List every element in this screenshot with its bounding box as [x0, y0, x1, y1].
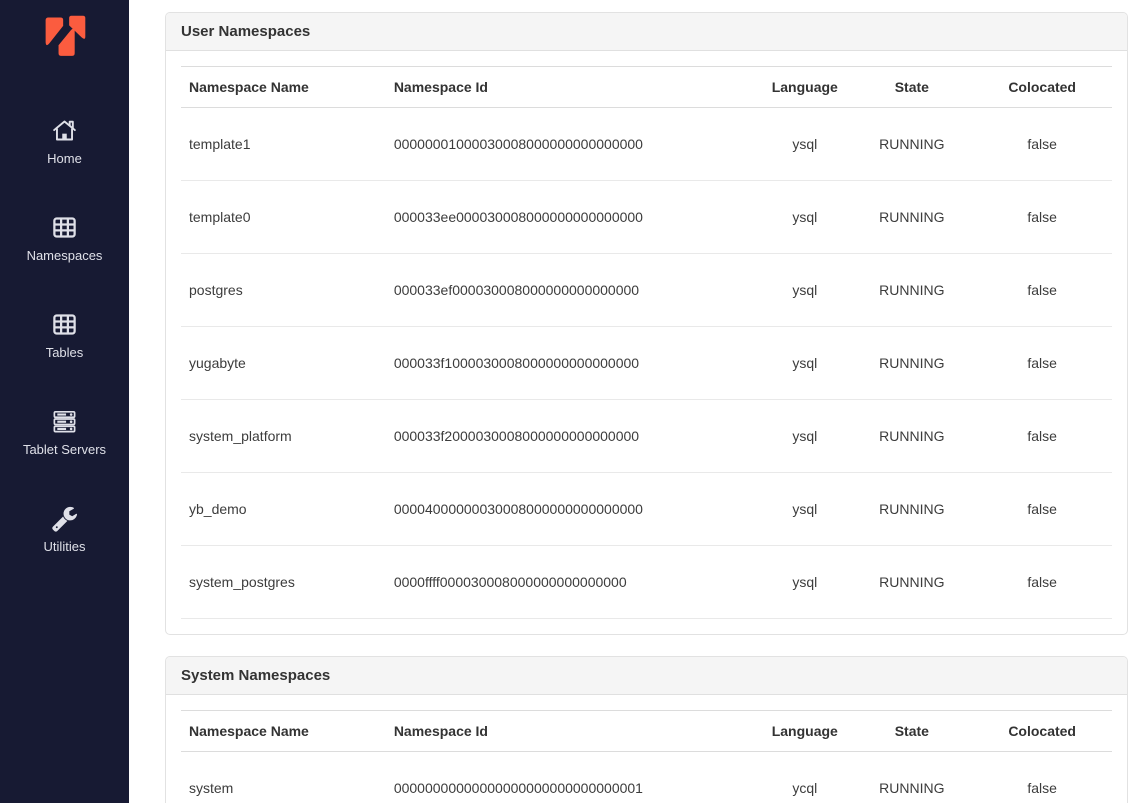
cell-namespace-name: system_postgres	[181, 545, 386, 619]
cell-colocated: false	[972, 180, 1112, 254]
table-row: system_postgres 0000ffff0000300080000000…	[181, 545, 1112, 619]
sidebar-item-tablet-servers[interactable]: Tablet Servers	[23, 408, 106, 457]
user-namespaces-body: Namespace Name Namespace Id Language Sta…	[166, 51, 1127, 634]
cell-language: ysql	[758, 326, 852, 400]
column-header-namespace-id: Namespace Id	[385, 66, 759, 108]
system-namespaces-table: Namespace Name Namespace Id Language Sta…	[181, 710, 1112, 803]
sidebar-item-home[interactable]: Home	[47, 117, 82, 166]
cell-namespace-id: 00000001000030008000000000000000	[385, 107, 759, 181]
column-header-language: Language	[758, 66, 852, 108]
sidebar-item-label: Namespaces	[26, 248, 103, 263]
table-row: system_platform 000033f20000300080000000…	[181, 399, 1112, 473]
system-namespaces-panel: System Namespaces Namespace Name Namespa…	[165, 656, 1128, 803]
sidebar-item-label: Utilities	[43, 539, 86, 554]
cell-colocated: false	[972, 751, 1112, 803]
cell-state: RUNNING	[851, 326, 973, 400]
tables-grid-icon	[51, 311, 78, 338]
cell-namespace-name: system_platform	[181, 399, 386, 473]
cell-namespace-name: template1	[181, 107, 386, 181]
cell-language: ysql	[758, 180, 852, 254]
cell-namespace-name: yb_demo	[181, 472, 386, 546]
sidebar-item-namespaces[interactable]: Namespaces	[26, 214, 103, 263]
cell-namespace-id: 000033f1000030008000000000000000	[385, 326, 759, 400]
cell-language: ysql	[758, 399, 852, 473]
column-header-colocated: Colocated	[972, 710, 1112, 752]
cell-namespace-name: template0	[181, 180, 386, 254]
system-namespaces-title: System Namespaces	[166, 657, 1127, 695]
column-header-state: State	[851, 710, 973, 752]
system-namespaces-body: Namespace Name Namespace Id Language Sta…	[166, 695, 1127, 803]
home-icon	[51, 117, 78, 144]
cell-namespace-name: postgres	[181, 253, 386, 327]
cell-colocated: false	[972, 472, 1112, 546]
cell-colocated: false	[972, 399, 1112, 473]
yugabyte-logo-icon	[45, 15, 85, 56]
cell-namespace-id: 00004000000030008000000000000000	[385, 472, 759, 546]
table-row: postgres 000033ef00003000800000000000000…	[181, 253, 1112, 327]
table-header-row: Namespace Name Namespace Id Language Sta…	[181, 710, 1112, 752]
cell-state: RUNNING	[851, 472, 973, 546]
cell-colocated: false	[972, 253, 1112, 327]
table-row: template0 000033ee0000300080000000000000…	[181, 180, 1112, 254]
cell-state: RUNNING	[851, 399, 973, 473]
table-row: yugabyte 000033f100003000800000000000000…	[181, 326, 1112, 400]
cell-colocated: false	[972, 107, 1112, 181]
cell-state: RUNNING	[851, 751, 973, 803]
cell-colocated: false	[972, 545, 1112, 619]
sidebar-nav: Home Namespaces	[0, 117, 129, 602]
table-header-row: Namespace Name Namespace Id Language Sta…	[181, 66, 1112, 108]
yugabyte-logo[interactable]	[42, 12, 88, 65]
cell-language: ysql	[758, 472, 852, 546]
sidebar-item-label: Tables	[45, 345, 84, 360]
cell-state: RUNNING	[851, 107, 973, 181]
user-namespaces-panel: User Namespaces Namespace Name Namespace…	[165, 12, 1128, 635]
sidebar: Home Namespaces	[0, 0, 129, 803]
column-header-state: State	[851, 66, 973, 108]
cell-namespace-name: yugabyte	[181, 326, 386, 400]
tablet-servers-icon	[51, 408, 78, 435]
sidebar-item-label: Home	[47, 151, 82, 166]
table-row: yb_demo 00004000000030008000000000000000…	[181, 472, 1112, 546]
cell-namespace-id: 000033ee000030008000000000000000	[385, 180, 759, 254]
column-header-colocated: Colocated	[972, 66, 1112, 108]
cell-language: ysql	[758, 253, 852, 327]
cell-state: RUNNING	[851, 180, 973, 254]
sidebar-item-utilities[interactable]: Utilities	[43, 505, 86, 554]
cell-state: RUNNING	[851, 545, 973, 619]
cell-namespace-id: 00000000000000000000000000000001	[385, 751, 759, 803]
table-row: template1 000000010000300080000000000000…	[181, 107, 1112, 181]
utilities-wrench-icon	[51, 505, 78, 532]
column-header-namespace-id: Namespace Id	[385, 710, 759, 752]
sidebar-item-tables[interactable]: Tables	[45, 311, 84, 360]
user-namespaces-title: User Namespaces	[166, 13, 1127, 51]
cell-namespace-name: system	[181, 751, 386, 803]
column-header-namespace-name: Namespace Name	[181, 66, 386, 108]
cell-namespace-id: 000033f2000030008000000000000000	[385, 399, 759, 473]
sidebar-item-label: Tablet Servers	[22, 442, 107, 457]
cell-language: ysql	[758, 107, 852, 181]
namespaces-grid-icon	[51, 214, 78, 241]
cell-language: ysql	[758, 545, 852, 619]
column-header-namespace-name: Namespace Name	[181, 710, 386, 752]
user-namespaces-table: Namespace Name Namespace Id Language Sta…	[181, 66, 1112, 619]
column-header-language: Language	[758, 710, 852, 752]
cell-namespace-id: 000033ef000030008000000000000000	[385, 253, 759, 327]
table-row: system 00000000000000000000000000000001 …	[181, 751, 1112, 803]
main-content: User Namespaces Namespace Name Namespace…	[129, 0, 1139, 803]
cell-colocated: false	[972, 326, 1112, 400]
cell-namespace-id: 0000ffff000030008000000000000000	[385, 545, 759, 619]
cell-state: RUNNING	[851, 253, 973, 327]
cell-language: ycql	[758, 751, 852, 803]
